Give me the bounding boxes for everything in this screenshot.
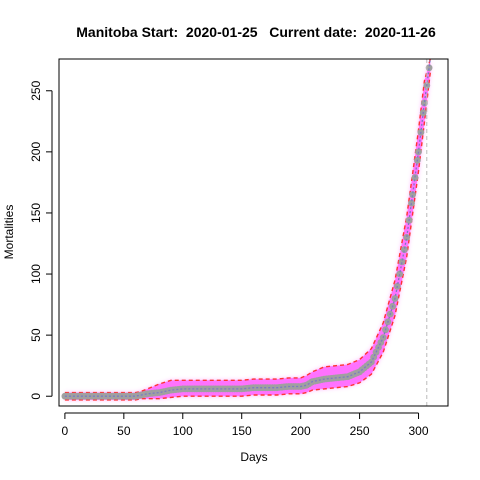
central-estimate-line <box>64 59 431 397</box>
x-tick-label: 100 <box>173 424 193 438</box>
y-tick-label: 200 <box>29 142 43 162</box>
y-tick-label: 150 <box>29 203 43 223</box>
observed-point <box>396 270 404 278</box>
x-tick-label: 150 <box>232 424 252 438</box>
x-tick-label: 50 <box>117 424 131 438</box>
y-tick-label: 0 <box>29 393 43 400</box>
central-line <box>64 59 431 397</box>
upper-bound-line <box>64 59 431 394</box>
y-tick-label: 100 <box>29 264 43 284</box>
x-axis: 0 50 100 150 200 250 300 <box>62 412 429 438</box>
x-tick-label: 0 <box>62 424 69 438</box>
x-tick-label: 250 <box>350 424 370 438</box>
observed-point <box>425 64 433 72</box>
plot-frame <box>58 58 449 407</box>
observed-series <box>61 64 433 400</box>
y-tick-label: 50 <box>29 328 43 342</box>
band-edges <box>64 59 431 401</box>
observed-point <box>421 99 428 107</box>
x-tick-label: 300 <box>409 424 429 438</box>
observed-point <box>411 174 419 181</box>
observed-point <box>403 234 411 241</box>
y-tick-label: 250 <box>29 80 43 100</box>
y-axis-label: Mortalities <box>2 205 16 260</box>
plot-area <box>61 59 433 401</box>
y-axis: 0 50 100 150 200 250 <box>29 80 53 400</box>
observed-point <box>401 246 408 254</box>
observed-point <box>409 191 416 199</box>
x-tick-label: 200 <box>291 424 311 438</box>
chart-title: Manitoba Start: 2020-01-25 Current date:… <box>76 24 436 40</box>
x-axis-label: Days <box>240 450 267 464</box>
observed-point <box>398 258 406 266</box>
